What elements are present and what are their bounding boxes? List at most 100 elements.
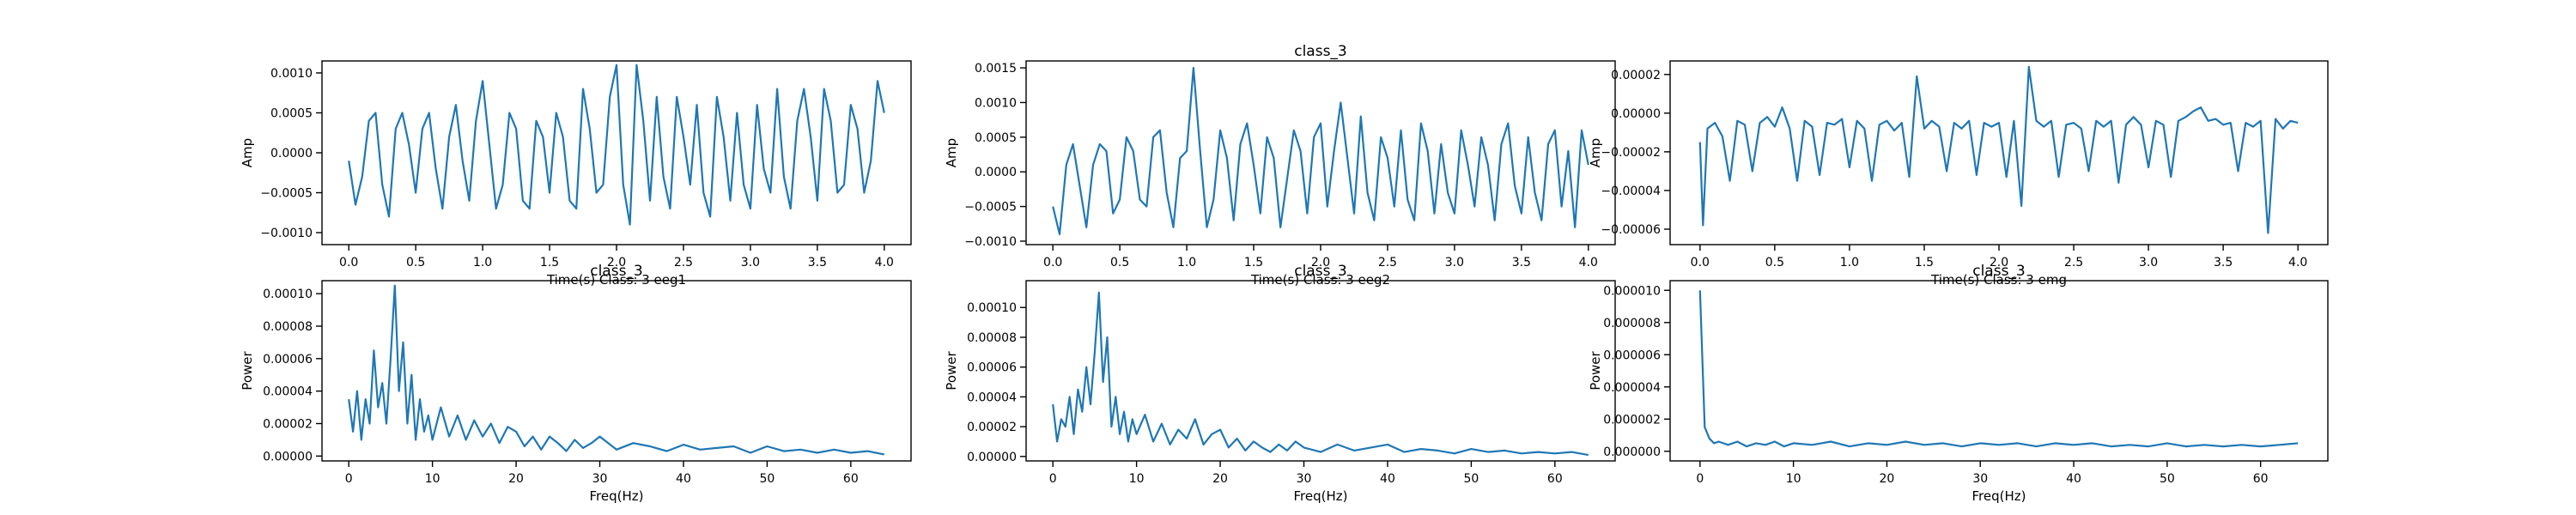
y-tick-label: −0.0005 [964,201,1017,215]
x-tick-label: 40 [676,472,691,486]
y-axis-label: Amp [1588,138,1603,167]
x-tick-label: 2.5 [674,256,693,270]
x-tick-label: 2.0 [607,256,626,270]
x-tick-label: 50 [759,472,775,486]
x-tick-label: 60 [2253,472,2269,486]
y-tick-label: 0.00010 [263,288,313,301]
y-tick-label: 0.0000 [270,147,313,161]
y-tick-label: 0.00000 [967,451,1017,464]
axes-frame [321,280,912,462]
x-axis-label: Freq(Hz) [590,488,644,504]
x-tick-label: 20 [1880,472,1895,486]
x-tick-label: 2.0 [1990,256,2008,270]
chart-title: class_3 [1972,263,2026,280]
x-tick-label: 20 [1212,472,1228,486]
y-tick-label: −0.0005 [260,187,313,201]
y-tick-label: −0.0010 [964,235,1017,249]
x-axis-label: Time(s) Class: 3 eeg1 [546,272,686,288]
x-tick-label: 0.5 [1110,256,1129,270]
x-tick-label: 1.5 [1915,256,1934,270]
x-tick-label: 10 [425,472,440,486]
y-tick-label: 0.0000 [975,166,1017,179]
y-tick-label: 0.0010 [975,96,1017,110]
series-line [1698,65,2299,234]
y-tick-label: 0.00008 [263,320,313,334]
x-tick-label: 0 [345,472,353,486]
x-axis-label: Freq(Hz) [1972,488,2026,504]
chart-emg-time: 0.0 0.5 1.0 1.5 2.0 2.5 3.0 3.5 4.0 −0.00006 −0.00… [1588,60,2329,288]
x-axis-label: Time(s) Class: 3 emg [1930,272,2067,288]
x-tick-label: 4.0 [875,256,894,270]
y-tick-label: 0.000004 [1603,381,1661,395]
x-tick-label: 3.0 [741,256,760,270]
chart-title: class_3 [590,263,643,280]
x-tick-label: 0.0 [1043,256,1062,270]
x-tick-label: 30 [1972,472,1988,486]
y-tick-label: 0.0015 [975,62,1017,76]
y-tick-label: 0.00010 [967,301,1017,315]
axes-frame [1669,280,2329,462]
y-tick-label: 0.000006 [1603,348,1661,362]
y-tick-label: 0.00006 [263,353,313,367]
x-tick-label: 3.0 [2139,256,2158,270]
x-tick-label: 1.5 [540,256,559,270]
x-tick-label: 0.5 [1765,256,1784,270]
chart-eeg1-time: 0.0 0.5 1.0 1.5 2.0 2.5 3.0 3.5 4.0 −0.0010 −0.000… [240,60,912,288]
x-tick-label: 10 [1129,472,1145,486]
x-tick-label: 1.0 [1840,256,1859,270]
series-line [1052,291,1589,457]
y-axis-label: Power [240,350,255,390]
y-tick-label: −0.00002 [1601,146,1661,160]
x-tick-label: 4.0 [1579,256,1598,270]
x-tick-label: 1.0 [473,256,492,270]
y-tick-label: 0.00002 [263,417,313,431]
x-tick-label: 50 [1463,472,1479,486]
series-line [348,284,885,456]
x-tick-label: 0.0 [339,256,358,270]
x-tick-label: 10 [1786,472,1801,486]
y-tick-label: 0.00008 [967,331,1017,345]
y-tick-label: 0.0005 [270,106,313,120]
chart-eeg1-freq: 0 10 20 30 40 50 60 0.00000 0.00002 0.00004 0.0000… [240,263,912,504]
y-tick-label: −0.00006 [1601,223,1661,237]
y-tick-label: 0.00002 [967,421,1017,434]
x-tick-label: 50 [2160,472,2175,486]
y-tick-label: 0.00000 [1611,107,1661,121]
x-tick-label: 60 [843,472,859,486]
y-tick-label: 0.000010 [1603,284,1661,298]
x-tick-label: 0 [1049,472,1057,486]
x-tick-label: 2.0 [1311,256,1330,270]
y-tick-label: −0.0010 [260,227,313,240]
x-tick-label: 40 [2066,472,2081,486]
x-tick-label: 3.5 [2214,256,2233,270]
y-tick-label: 0.000008 [1603,317,1661,330]
x-tick-label: 2.5 [2064,256,2083,270]
x-tick-label: 30 [1297,472,1312,486]
y-tick-label: 0.000002 [1603,413,1661,427]
x-tick-label: 3.5 [808,256,827,270]
y-axis-label: Amp [944,138,959,167]
x-tick-label: 0.0 [1691,256,1710,270]
y-tick-label: 0.000000 [1603,445,1661,459]
series-line [1052,66,1589,235]
y-tick-label: 0.00002 [1611,69,1661,82]
chart-emg-freq: 0 10 20 30 40 50 60 0.000000 0.000002 0.000004 0.0… [1588,263,2329,504]
x-tick-label: 20 [508,472,524,486]
y-axis-label: Power [944,350,959,390]
y-tick-label: 0.00004 [967,391,1017,404]
x-tick-label: 0 [1696,472,1704,486]
y-tick-label: −0.00004 [1601,185,1661,198]
x-tick-label: 60 [1547,472,1563,486]
x-tick-label: 30 [592,472,608,486]
x-tick-label: 3.5 [1512,256,1531,270]
x-tick-label: 4.0 [2288,256,2307,270]
y-tick-label: 0.00006 [967,361,1017,375]
x-tick-label: 1.0 [1177,256,1196,270]
x-axis-label: Time(s) Class: 3 eeg2 [1250,272,1390,288]
chart-title: class_3 [1294,43,1347,60]
y-tick-label: 0.0010 [270,67,313,81]
x-tick-label: 1.5 [1244,256,1263,270]
x-axis-label: Freq(Hz) [1294,488,1348,504]
